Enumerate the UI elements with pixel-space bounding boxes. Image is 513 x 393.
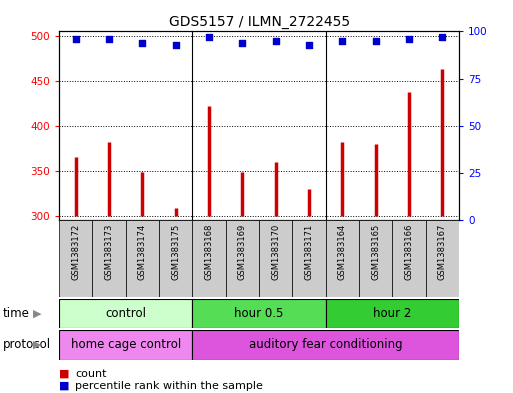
Title: GDS5157 / ILMN_2722455: GDS5157 / ILMN_2722455: [168, 15, 350, 29]
Text: ▶: ▶: [33, 340, 42, 350]
Text: hour 2: hour 2: [373, 307, 411, 320]
Bar: [59, 330, 192, 360]
Bar: [426, 220, 459, 297]
Text: GSM1383175: GSM1383175: [171, 224, 180, 280]
Bar: [292, 220, 326, 297]
Bar: [392, 220, 426, 297]
Text: auditory fear conditioning: auditory fear conditioning: [249, 338, 403, 351]
Text: GSM1383170: GSM1383170: [271, 224, 280, 280]
Bar: [92, 220, 126, 297]
Point: [338, 38, 346, 44]
Point: [105, 36, 113, 42]
Bar: [226, 220, 259, 297]
Text: GSM1383166: GSM1383166: [405, 224, 413, 280]
Text: hour 0.5: hour 0.5: [234, 307, 284, 320]
Bar: [159, 220, 192, 297]
Text: GSM1383164: GSM1383164: [338, 224, 347, 280]
Bar: [126, 220, 159, 297]
Bar: [192, 330, 459, 360]
Bar: [326, 299, 459, 328]
Bar: [59, 299, 192, 328]
Text: GSM1383168: GSM1383168: [205, 224, 213, 280]
Text: ▶: ▶: [33, 309, 42, 318]
Bar: [192, 299, 326, 328]
Text: control: control: [105, 307, 146, 320]
Text: home cage control: home cage control: [71, 338, 181, 351]
Text: GSM1383174: GSM1383174: [138, 224, 147, 280]
Point: [205, 34, 213, 40]
Point: [138, 40, 146, 46]
Text: GSM1383169: GSM1383169: [238, 224, 247, 280]
Text: ■: ■: [59, 381, 69, 391]
Text: GSM1383172: GSM1383172: [71, 224, 80, 280]
Text: time: time: [3, 307, 29, 320]
Text: ■: ■: [59, 369, 69, 379]
Point: [371, 38, 380, 44]
Point: [405, 36, 413, 42]
Text: protocol: protocol: [3, 338, 51, 351]
Text: GSM1383171: GSM1383171: [305, 224, 313, 280]
Point: [171, 42, 180, 48]
Point: [238, 40, 246, 46]
Text: GSM1383173: GSM1383173: [105, 224, 113, 280]
Bar: [359, 220, 392, 297]
Bar: [326, 220, 359, 297]
Point: [271, 38, 280, 44]
Point: [71, 36, 80, 42]
Text: GSM1383167: GSM1383167: [438, 224, 447, 280]
Bar: [259, 220, 292, 297]
Text: GSM1383165: GSM1383165: [371, 224, 380, 280]
Text: count: count: [75, 369, 107, 379]
Point: [438, 34, 446, 40]
Text: percentile rank within the sample: percentile rank within the sample: [75, 381, 263, 391]
Bar: [59, 220, 92, 297]
Point: [305, 42, 313, 48]
Bar: [192, 220, 226, 297]
